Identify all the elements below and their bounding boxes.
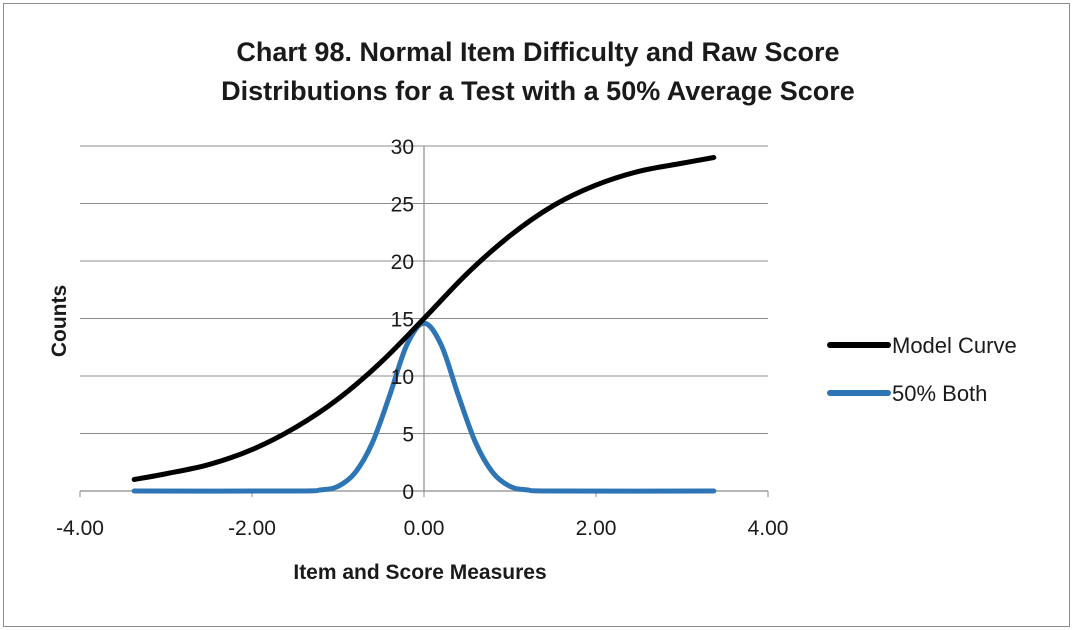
- y-tick-labels: 0 5 10 15 20 25 30: [391, 136, 414, 504]
- x-axis-title: Item and Score Measures: [293, 561, 546, 584]
- y-tick-label: 20: [391, 251, 414, 274]
- chart-title-line-2: Distributions for a Test with a 50% Aver…: [221, 76, 855, 106]
- x-tick-label: 0.00: [404, 517, 445, 540]
- chart-frame: Chart 98. Normal Item Difficulty and Raw…: [3, 3, 1070, 627]
- series-line-50-both: [131, 320, 717, 494]
- legend: Model Curve 50% Both: [827, 333, 1017, 406]
- series-line-model-curve: [131, 155, 717, 482]
- x-tick-label: -2.00: [228, 517, 276, 540]
- y-tick-label: 15: [391, 309, 414, 332]
- x-tick-labels: -4.00 -2.00 0.00 2.00 4.00: [56, 517, 788, 540]
- x-tick-label: -4.00: [56, 517, 104, 540]
- chart-title-line-1: Chart 98. Normal Item Difficulty and Raw…: [236, 37, 839, 67]
- y-axis-title: Counts: [48, 285, 71, 357]
- x-tick-label: 4.00: [748, 517, 789, 540]
- series-lines: [131, 155, 717, 494]
- y-tick-label: 30: [391, 136, 414, 159]
- y-tick-label: 5: [402, 424, 414, 447]
- y-tick-label: 10: [391, 366, 414, 389]
- legend-label-model-curve: Model Curve: [892, 333, 1017, 358]
- legend-label-50-both: 50% Both: [892, 381, 987, 406]
- chart-svg: Chart 98. Normal Item Difficulty and Raw…: [48, 37, 1017, 584]
- y-tick-label: 0: [402, 481, 414, 504]
- y-tick-label: 25: [391, 194, 414, 217]
- x-tick-label: 2.00: [576, 517, 617, 540]
